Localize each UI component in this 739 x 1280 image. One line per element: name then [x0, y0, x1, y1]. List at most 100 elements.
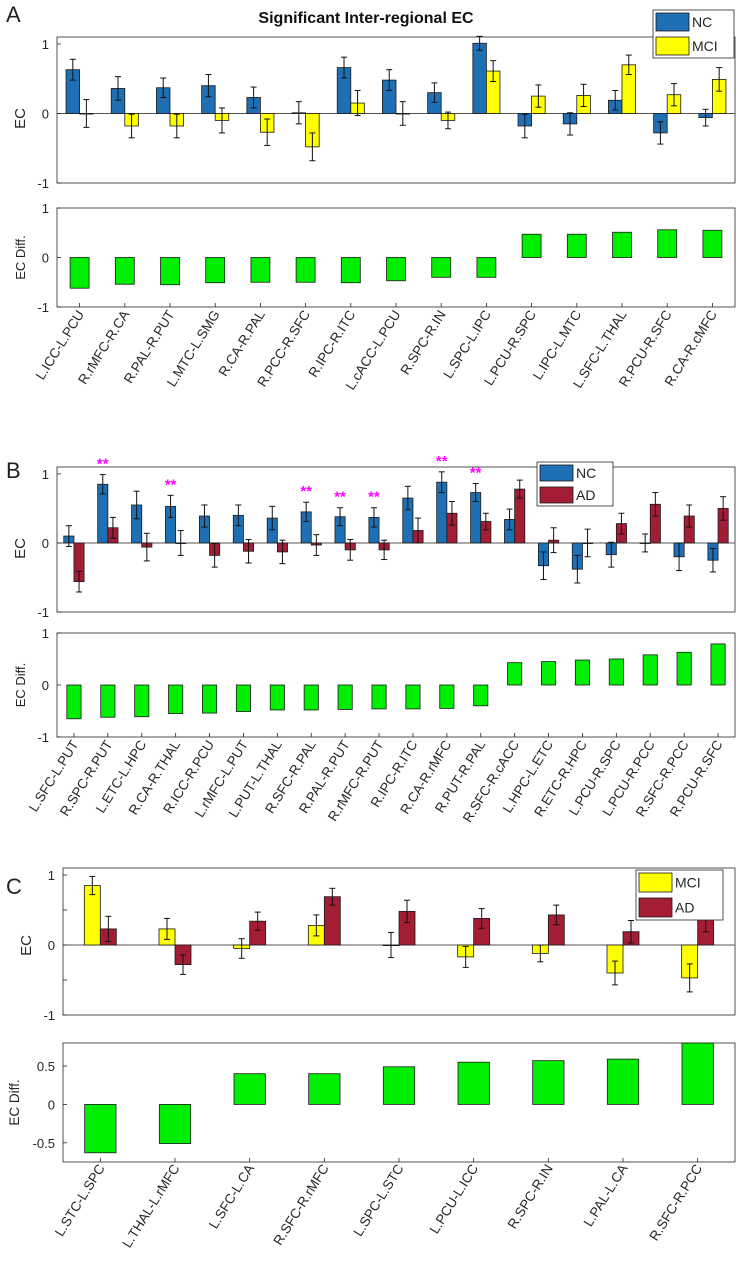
diff-bar [134, 684, 150, 718]
diff-plot-frame [56, 632, 736, 738]
y-tick-label: 0 [42, 536, 49, 551]
panel-letter: A [6, 2, 21, 27]
diff-y-tick-label: 0 [48, 1097, 55, 1112]
diff-bar [382, 1066, 416, 1105]
diff-bar [386, 257, 406, 282]
category-label: L.SPC-L.IPC [440, 307, 494, 381]
category-label: L.PAL-L.CA [581, 1162, 631, 1230]
legend-label-ad: AD [675, 900, 694, 916]
diff-y-tick-label: 1 [42, 626, 49, 641]
diff-bar [160, 257, 180, 286]
y-tick-label: 0 [48, 938, 55, 953]
diff-y-axis-label: EC Diff. [13, 663, 28, 708]
diff-bar [608, 658, 624, 686]
diff-bar [337, 684, 353, 710]
diff-bar [235, 684, 251, 712]
significance-marker: ** [165, 476, 177, 493]
diff-y-axis-label: EC Diff. [13, 235, 28, 280]
y-tick-label: 1 [42, 467, 49, 482]
panel-letter: C [6, 874, 22, 899]
legend-label-mci: MCI [692, 38, 718, 54]
diff-bar [84, 1104, 117, 1154]
legend-swatch-mci [655, 36, 690, 56]
diff-bar [233, 1073, 266, 1105]
diff-bar [657, 229, 678, 258]
diff-y-tick-label: 0 [42, 678, 49, 693]
diff-bar [340, 257, 361, 284]
category-label: L.SPC-L.STC [350, 1161, 406, 1239]
significance-marker: ** [334, 489, 346, 506]
figure-title: Significant Inter-regional EC [258, 10, 474, 27]
diff-bar [681, 1042, 714, 1105]
legend-swatch-ad [638, 897, 673, 918]
diff-bar [532, 1060, 565, 1105]
diff-y-tick-label: -0.5 [33, 1136, 55, 1151]
diff-bar [702, 229, 723, 258]
y-axis-label: EC [12, 538, 29, 559]
legend-label-ad: AD [576, 487, 595, 503]
y-tick-label: 0 [42, 106, 49, 121]
legend-swatch-nc [539, 464, 574, 482]
diff-bar [69, 257, 90, 289]
bar-nc [472, 42, 487, 114]
diff-bar [431, 257, 452, 278]
y-tick-label: 1 [42, 37, 49, 52]
category-label: L.STC-L.SPC [52, 1161, 108, 1239]
diff-bar [303, 684, 319, 711]
diff-bar [371, 684, 387, 710]
significance-marker: ** [300, 483, 312, 500]
category-label: L.SFC-L.CA [206, 1162, 257, 1232]
y-tick-label: -1 [37, 176, 49, 191]
legend-swatch-nc [655, 12, 690, 32]
significance-marker: ** [436, 453, 448, 470]
diff-bar [439, 684, 455, 709]
panel-letter: B [6, 458, 21, 483]
diff-bar [405, 684, 421, 710]
significance-marker: ** [470, 465, 482, 482]
legend-label-nc: NC [576, 465, 596, 481]
diff-y-tick-label: -1 [37, 300, 49, 315]
diff-bar [168, 684, 184, 715]
diff-bar [205, 257, 226, 284]
ec-plot-frame [56, 466, 736, 613]
diff-bar [202, 684, 218, 714]
category-label: R.IPC-R.ITC [305, 307, 358, 379]
y-axis-label: EC [18, 935, 35, 956]
diff-bar [158, 1104, 192, 1144]
diff-bar [476, 257, 497, 278]
diff-bar [114, 257, 135, 285]
diff-bar [642, 654, 658, 686]
y-axis-label: EC [12, 108, 29, 129]
y-tick-label: -1 [37, 605, 49, 620]
diff-bar [541, 661, 557, 686]
legend-label-nc: NC [692, 14, 712, 30]
diff-bar [521, 233, 542, 258]
diff-bar [457, 1061, 490, 1105]
diff-bar [574, 659, 590, 686]
diff-bar [295, 257, 316, 283]
diff-y-axis-label: EC Diff. [7, 1079, 22, 1125]
significance-marker: ** [368, 489, 380, 506]
category-label: R.SFC-R.PCC [646, 1161, 705, 1243]
diff-bar [269, 684, 285, 711]
diff-bar [606, 1058, 640, 1105]
legend-swatch-ad [539, 486, 574, 504]
diff-bar [612, 231, 632, 258]
diff-bar [676, 651, 692, 686]
diff-y-tick-label: -1 [37, 730, 49, 745]
legend-swatch-mci [638, 872, 673, 893]
diff-y-tick-label: 1 [42, 201, 49, 216]
category-label: L.THAL-L.rMFC [119, 1161, 182, 1250]
diff-bar [473, 684, 489, 707]
category-label: R.CA-R.PAL [216, 307, 269, 379]
diff-y-tick-label: 0 [42, 251, 49, 266]
diff-bar [100, 684, 116, 718]
legend-label-mci: MCI [675, 875, 701, 891]
category-label: R.SFC-R.rMFC [270, 1161, 332, 1247]
diff-y-tick-label: 0.5 [37, 1059, 55, 1074]
diff-bar [308, 1073, 341, 1105]
y-tick-label: 1 [48, 868, 55, 883]
